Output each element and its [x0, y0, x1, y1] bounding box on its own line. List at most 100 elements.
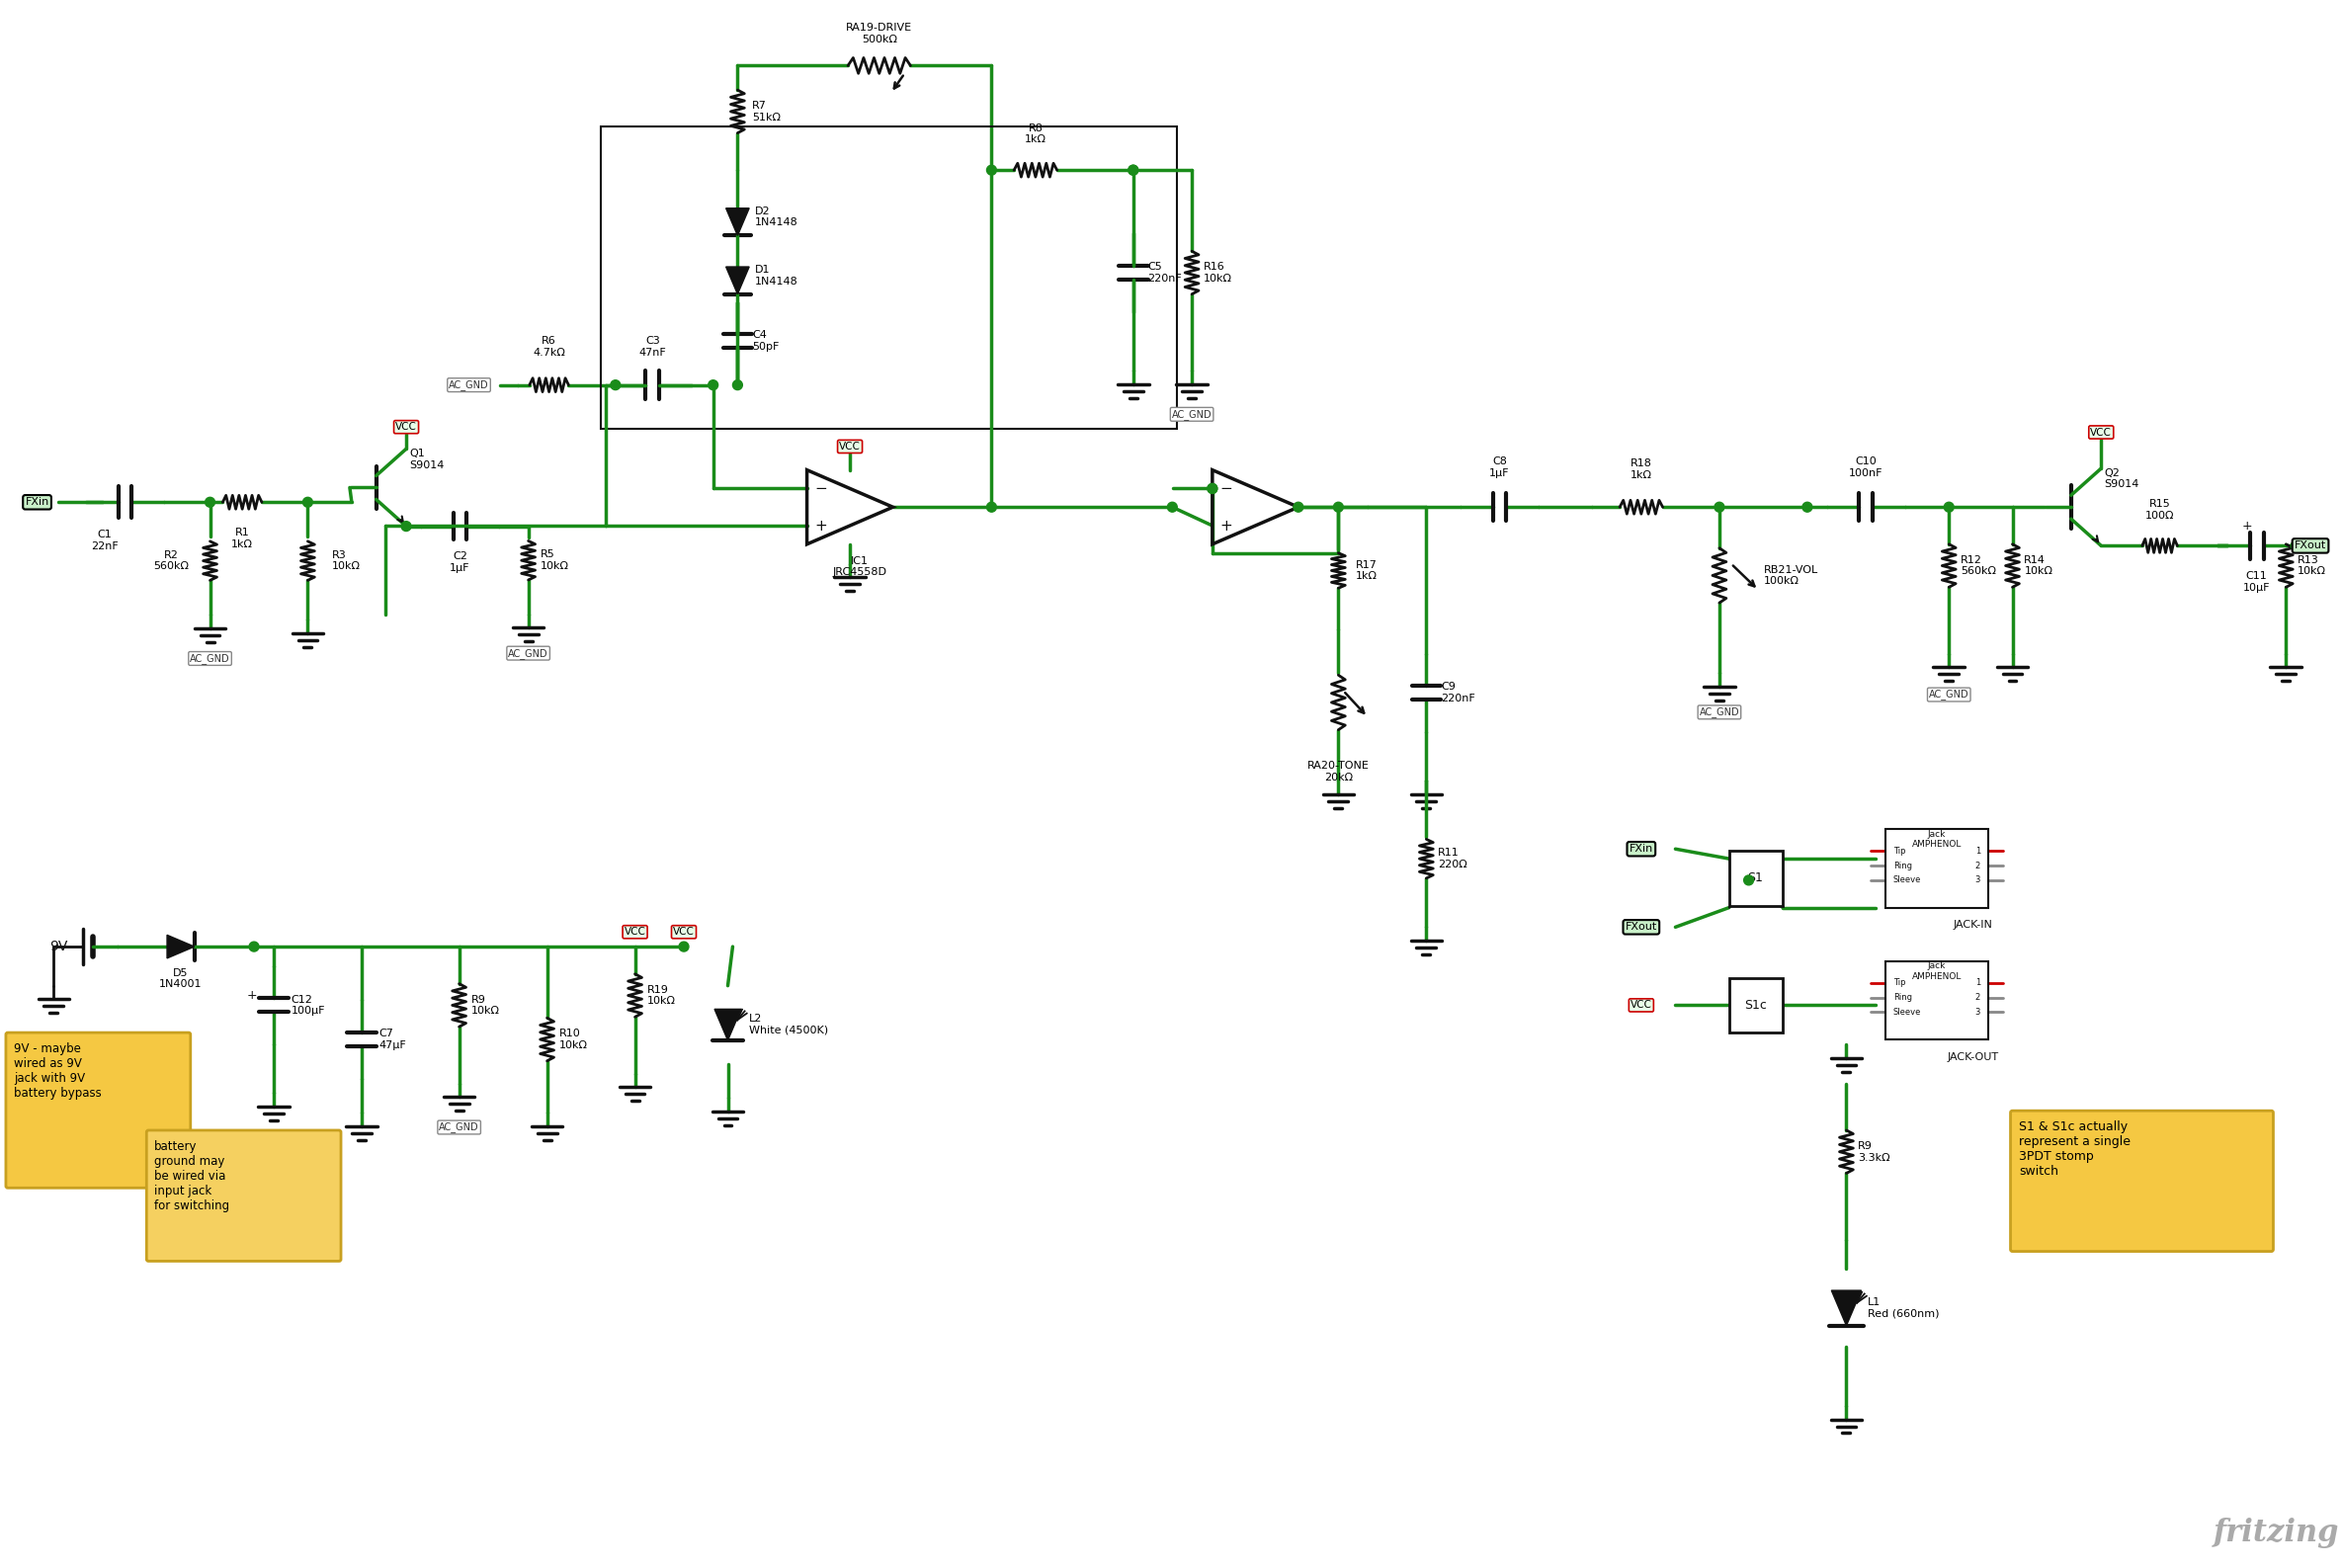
- Text: R9
10kΩ: R9 10kΩ: [471, 994, 499, 1016]
- Text: C7
47μF: C7 47μF: [379, 1029, 408, 1051]
- Text: fritzing: fritzing: [2213, 1518, 2340, 1548]
- Text: R18
1kΩ: R18 1kΩ: [1630, 458, 1651, 480]
- Text: 1: 1: [1974, 978, 1981, 988]
- Text: AC_GND: AC_GND: [438, 1123, 480, 1132]
- Circle shape: [733, 379, 742, 390]
- Circle shape: [400, 521, 412, 532]
- Circle shape: [679, 942, 689, 952]
- Text: Jack
AMPHENOL: Jack AMPHENOL: [1911, 961, 1963, 980]
- Text: Sleeve: Sleeve: [1892, 877, 1920, 884]
- Text: AC_GND: AC_GND: [508, 648, 548, 659]
- Text: R11
220Ω: R11 220Ω: [1438, 848, 1468, 869]
- Text: Q2
S9014: Q2 S9014: [2103, 467, 2138, 489]
- Text: R3
10kΩ: R3 10kΩ: [333, 550, 361, 571]
- Circle shape: [1293, 502, 1302, 513]
- Circle shape: [302, 497, 311, 506]
- Text: S1c: S1c: [1745, 999, 1766, 1011]
- Circle shape: [1944, 502, 1953, 513]
- Text: +: +: [2241, 521, 2253, 533]
- Text: −: −: [815, 481, 827, 495]
- Text: AC_GND: AC_GND: [1700, 707, 1740, 718]
- Polygon shape: [726, 209, 749, 235]
- Text: R19
10kΩ: R19 10kΩ: [646, 985, 674, 1007]
- Text: R12
560kΩ: R12 560kΩ: [1960, 555, 1995, 577]
- Text: +: +: [815, 519, 827, 533]
- Text: R1
1kΩ: R1 1kΩ: [232, 527, 253, 549]
- Text: C8
1μF: C8 1μF: [1490, 456, 1511, 478]
- Circle shape: [1129, 165, 1138, 176]
- Circle shape: [206, 497, 215, 506]
- Text: R2
560kΩ: R2 560kΩ: [152, 550, 190, 571]
- Bar: [1885, 961, 1988, 1040]
- Text: VCC: VCC: [396, 422, 417, 431]
- Text: R8
1kΩ: R8 1kΩ: [1026, 124, 1047, 144]
- Circle shape: [1208, 483, 1218, 494]
- Text: R10
10kΩ: R10 10kΩ: [560, 1029, 588, 1051]
- Circle shape: [1803, 502, 1813, 513]
- Text: IC1
JRC4558D: IC1 JRC4558D: [831, 557, 888, 577]
- Text: R17
1kΩ: R17 1kΩ: [1356, 560, 1377, 582]
- Text: JACK-OUT: JACK-OUT: [1949, 1052, 2000, 1062]
- Circle shape: [1333, 502, 1344, 513]
- Circle shape: [986, 165, 995, 176]
- Text: 2: 2: [1974, 993, 1981, 1002]
- Circle shape: [1745, 875, 1754, 884]
- Text: R15
100Ω: R15 100Ω: [2145, 499, 2173, 521]
- Text: Q1
S9014: Q1 S9014: [410, 448, 445, 470]
- Text: D1
1N4148: D1 1N4148: [754, 265, 799, 287]
- Polygon shape: [166, 935, 194, 958]
- Bar: [1728, 978, 1782, 1033]
- Circle shape: [248, 942, 260, 952]
- Text: L2
White (4500K): L2 White (4500K): [749, 1014, 829, 1035]
- Text: C12
100μF: C12 100μF: [290, 994, 326, 1016]
- Text: R13
10kΩ: R13 10kΩ: [2298, 555, 2326, 577]
- Circle shape: [1166, 502, 1178, 513]
- Text: 3: 3: [1974, 1008, 1981, 1016]
- Text: Jack
AMPHENOL: Jack AMPHENOL: [1911, 829, 1963, 848]
- Circle shape: [707, 379, 719, 390]
- Text: Ring: Ring: [1892, 993, 1911, 1002]
- Text: 9V - maybe
wired as 9V
jack with 9V
battery bypass: 9V - maybe wired as 9V jack with 9V batt…: [14, 1043, 101, 1099]
- Text: RA20-TONE
20kΩ: RA20-TONE 20kΩ: [1307, 760, 1370, 782]
- Text: Tip: Tip: [1892, 978, 1906, 988]
- Text: JACK-IN: JACK-IN: [1953, 920, 1993, 930]
- Text: +: +: [246, 989, 258, 1002]
- Text: R7
51kΩ: R7 51kΩ: [752, 100, 780, 122]
- FancyBboxPatch shape: [7, 1033, 190, 1189]
- Bar: [1885, 829, 1988, 908]
- Text: C1
22nF: C1 22nF: [91, 530, 117, 550]
- Text: C5
220nF: C5 220nF: [1148, 262, 1183, 284]
- Circle shape: [2290, 541, 2300, 550]
- Circle shape: [1714, 502, 1724, 513]
- Text: R5
10kΩ: R5 10kΩ: [541, 550, 569, 571]
- Text: RB21-VOL
100kΩ: RB21-VOL 100kΩ: [1764, 564, 1817, 586]
- Text: C11
10μF: C11 10μF: [2244, 571, 2269, 593]
- Circle shape: [986, 502, 995, 513]
- Text: RA19-DRIVE
500kΩ: RA19-DRIVE 500kΩ: [845, 24, 913, 44]
- Text: R6
4.7kΩ: R6 4.7kΩ: [532, 336, 564, 358]
- Text: 2: 2: [1974, 861, 1981, 870]
- Text: VCC: VCC: [1630, 1000, 1651, 1010]
- Text: VCC: VCC: [2091, 428, 2112, 437]
- Text: FXin: FXin: [1630, 844, 1653, 855]
- Text: C9
220nF: C9 220nF: [1440, 682, 1475, 704]
- Text: 9V: 9V: [49, 939, 68, 953]
- Text: C2
1μF: C2 1μF: [450, 552, 471, 572]
- Text: D5
1N4001: D5 1N4001: [159, 967, 201, 989]
- Text: Tip: Tip: [1892, 847, 1906, 856]
- Text: R14
10kΩ: R14 10kΩ: [2023, 555, 2054, 577]
- Text: FXin: FXin: [26, 497, 49, 506]
- Bar: [1728, 851, 1782, 906]
- Text: S1 & S1c actually
represent a single
3PDT stomp
switch: S1 & S1c actually represent a single 3PD…: [2019, 1121, 2131, 1178]
- Circle shape: [1129, 165, 1138, 176]
- Text: 1: 1: [1974, 847, 1981, 856]
- FancyBboxPatch shape: [2009, 1110, 2274, 1251]
- Text: R16
10kΩ: R16 10kΩ: [1204, 262, 1232, 284]
- Text: AC_GND: AC_GND: [1171, 409, 1211, 420]
- Text: R9
3.3kΩ: R9 3.3kΩ: [1857, 1142, 1890, 1162]
- FancyBboxPatch shape: [148, 1131, 342, 1261]
- Text: AC_GND: AC_GND: [190, 654, 230, 663]
- Text: AC_GND: AC_GND: [450, 379, 489, 390]
- Text: L1
Red (660nm): L1 Red (660nm): [1869, 1297, 1939, 1319]
- Text: Sleeve: Sleeve: [1892, 1008, 1920, 1016]
